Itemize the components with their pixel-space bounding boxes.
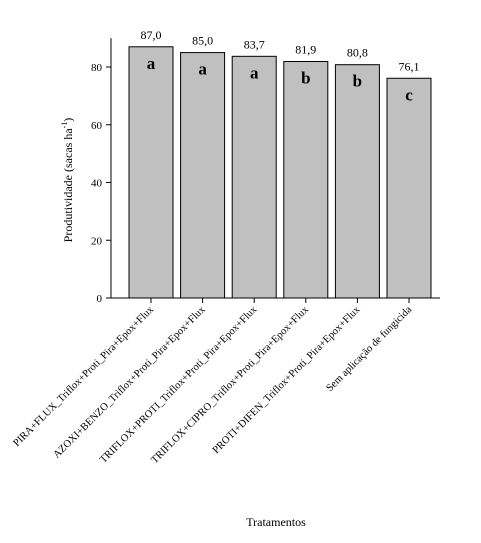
x-axis-title: Tratamentos: [246, 515, 306, 529]
y-tick-label: 80: [91, 62, 103, 74]
bar: [283, 61, 329, 299]
bar-letter-label: b: [301, 69, 310, 88]
bar-value-label: 83,7: [244, 37, 265, 51]
bar-letter-label: a: [147, 54, 156, 73]
y-tick-label: 0: [97, 293, 103, 305]
x-tick-label: Sem aplicação de fungicida: [324, 304, 414, 394]
y-axis-title-superscript: -1: [60, 122, 69, 129]
y-axis-title-main: Produtividade (sacas ha: [61, 128, 75, 243]
y-tick-label: 60: [91, 120, 103, 132]
y-tick-label: 20: [91, 235, 103, 247]
bar-letter-label: c: [405, 85, 413, 104]
bar-letter-label: b: [353, 72, 362, 91]
y-tick-label: 40: [91, 178, 103, 190]
bar: [334, 64, 380, 299]
bars-layer: [128, 46, 432, 299]
bar-value-label: 87,0: [141, 28, 162, 42]
bar-value-label: 81,9: [295, 43, 316, 57]
bar: [128, 46, 174, 299]
bar: [231, 55, 277, 299]
y-axis-title-suffix: ): [61, 118, 75, 122]
axes-layer: 0 20 40 60 80: [91, 38, 440, 305]
bar: [180, 52, 226, 299]
bar: [386, 77, 432, 299]
y-axis-title: Produtividade (sacas ha-1): [60, 118, 75, 243]
bar-value-label: 80,8: [347, 46, 368, 60]
bar-value-label: 76,1: [399, 59, 420, 73]
bar-letter-label: a: [198, 60, 207, 79]
bar-letter-label: a: [250, 63, 259, 82]
bar-value-label: 85,0: [192, 34, 213, 48]
